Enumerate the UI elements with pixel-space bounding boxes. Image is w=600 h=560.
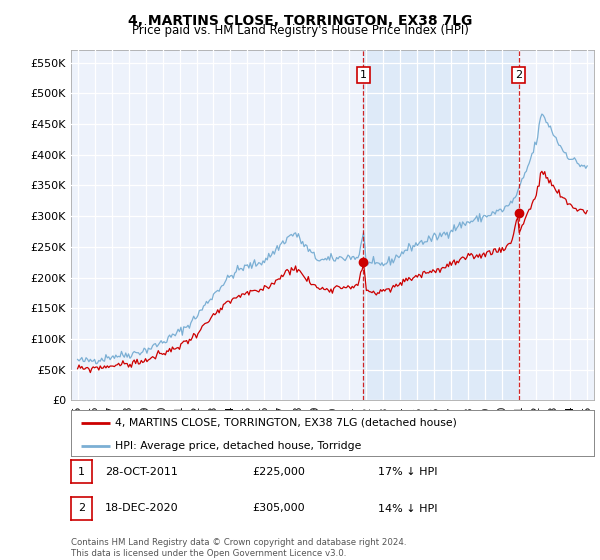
Text: Contains HM Land Registry data © Crown copyright and database right 2024.
This d: Contains HM Land Registry data © Crown c… (71, 538, 406, 558)
Text: 14% ↓ HPI: 14% ↓ HPI (378, 503, 437, 514)
Text: 28-OCT-2011: 28-OCT-2011 (105, 466, 178, 477)
Bar (364, 50, 518, 400)
Text: 2: 2 (78, 503, 85, 514)
Text: 1: 1 (78, 466, 85, 477)
Text: £225,000: £225,000 (252, 466, 305, 477)
Text: 2: 2 (515, 70, 522, 80)
Text: 18-DEC-2020: 18-DEC-2020 (105, 503, 179, 514)
Text: 4, MARTINS CLOSE, TORRINGTON, EX38 7LG: 4, MARTINS CLOSE, TORRINGTON, EX38 7LG (128, 14, 472, 28)
Text: 4, MARTINS CLOSE, TORRINGTON, EX38 7LG (detached house): 4, MARTINS CLOSE, TORRINGTON, EX38 7LG (… (115, 418, 457, 428)
Text: HPI: Average price, detached house, Torridge: HPI: Average price, detached house, Torr… (115, 441, 362, 451)
Text: 1: 1 (360, 70, 367, 80)
Text: £305,000: £305,000 (252, 503, 305, 514)
Text: Price paid vs. HM Land Registry's House Price Index (HPI): Price paid vs. HM Land Registry's House … (131, 24, 469, 37)
Text: 17% ↓ HPI: 17% ↓ HPI (378, 466, 437, 477)
